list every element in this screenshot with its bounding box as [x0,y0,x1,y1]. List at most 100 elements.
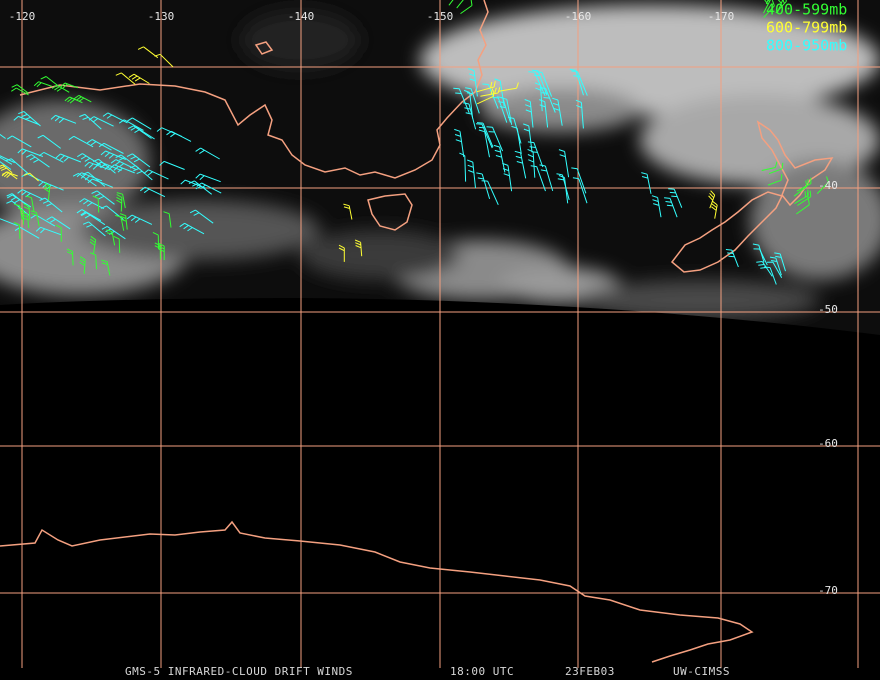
wind-barb [711,200,718,219]
wind-barb [0,164,13,174]
wind-barb [154,242,161,260]
wind-barb [88,116,114,127]
wind-barb [39,197,63,213]
wind-barb [195,173,221,183]
wind-barb [756,261,773,277]
wind-barb [189,209,214,224]
wind-barb [92,195,100,213]
wind-barb [116,192,126,209]
wind-barb [767,174,783,186]
wind-barb [79,113,102,130]
wind-barb [480,87,501,97]
wind-barb [18,111,41,127]
wind-barb [21,211,30,229]
wind-barb [159,160,185,170]
wind-barb [476,81,496,93]
wind-barb [44,182,51,201]
labels: -120 -130 -140 -150 -160 -170 -40 -50 -60 -70 400-… [9,1,848,679]
wind-barb [126,153,151,168]
footer-text: 23FEB03 [565,665,615,678]
latitude-label: -70 [818,584,838,597]
wind-barb [77,153,102,166]
wind-barb [89,235,97,254]
legend-entry: 600-799mb [766,19,847,37]
kangaroo-island [254,41,274,55]
wind-barb [558,149,570,178]
wind-barb [163,211,172,228]
wind-barb [50,114,77,124]
wind-barb [98,142,124,154]
wind-barb [462,102,477,130]
wind-barb [91,190,115,205]
wind-barb [761,161,778,171]
wind-barb [6,135,32,148]
longitude-label: -130 [148,10,175,23]
wind-barb [502,162,513,192]
wind-barb [115,72,136,85]
wind-barb [82,171,106,187]
wind-barb [23,203,31,221]
wind-barb [476,90,495,105]
wind-barb [11,87,29,96]
wind-barb [571,70,588,96]
wind-barb [46,216,71,230]
wind-barb [494,78,505,107]
wind-barb [17,189,43,200]
wind-barb [96,161,122,172]
tasmania-coast [367,193,413,231]
wind-barb [11,84,29,94]
wind-barb [68,135,94,148]
wind-barb [575,99,584,129]
wind-barb [101,259,111,276]
wind-barb [496,96,511,123]
wind-barb [23,172,39,182]
longitude-label: -160 [565,10,592,23]
wind-barb [66,248,74,266]
wind-barb [514,150,527,179]
wind-barb [552,97,563,126]
wind-barb [500,97,513,125]
wind-barb [13,222,21,240]
wind-barb [30,210,40,227]
wind-barb [76,172,103,182]
wind-barb [768,162,784,175]
wind-barb [664,197,678,218]
latitude-label: -60 [818,437,838,450]
wind-barb [456,0,464,9]
wind-barb [468,68,478,97]
wind-barb [775,0,787,14]
wind-barb [25,154,50,168]
wind-barb [0,161,12,170]
wind-barb [119,213,128,230]
wind-barb [448,0,454,6]
wind-barb [475,123,493,149]
antarctica-coast [0,520,754,663]
wind-barb [196,182,222,194]
wind-barb [102,112,128,124]
wind-barb [467,159,476,189]
wind-barb [72,172,97,187]
wind-barb [454,128,465,158]
wind-barb [38,181,64,191]
wind-barb [76,209,102,222]
wind-barb [354,239,363,257]
wind-barb [524,99,534,128]
latitude-label: -40 [818,179,838,192]
wind-barb [154,53,174,68]
footer-text: GMS-5 INFRARED-CLOUD DRIFT WINDS [125,665,353,678]
wind-barb [6,194,32,208]
wind-barb [523,123,533,152]
wind-barb [668,188,683,208]
legend-entry: 400-599mb [766,1,847,19]
wind-barb [493,144,506,173]
longitude-label: -140 [288,10,315,23]
longitude-label: -170 [708,10,735,23]
wind-barb [37,134,61,149]
wind-barb [527,148,536,178]
wind-barb [511,125,522,154]
wind-barb [90,252,97,270]
wind-barb [25,195,35,212]
wind-barb [129,165,153,181]
footer-text: 18:00 UTC [450,665,514,678]
